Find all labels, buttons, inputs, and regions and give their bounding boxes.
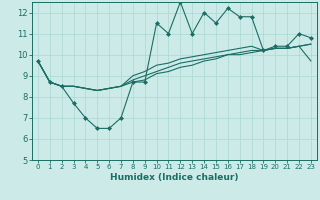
X-axis label: Humidex (Indice chaleur): Humidex (Indice chaleur) xyxy=(110,173,239,182)
